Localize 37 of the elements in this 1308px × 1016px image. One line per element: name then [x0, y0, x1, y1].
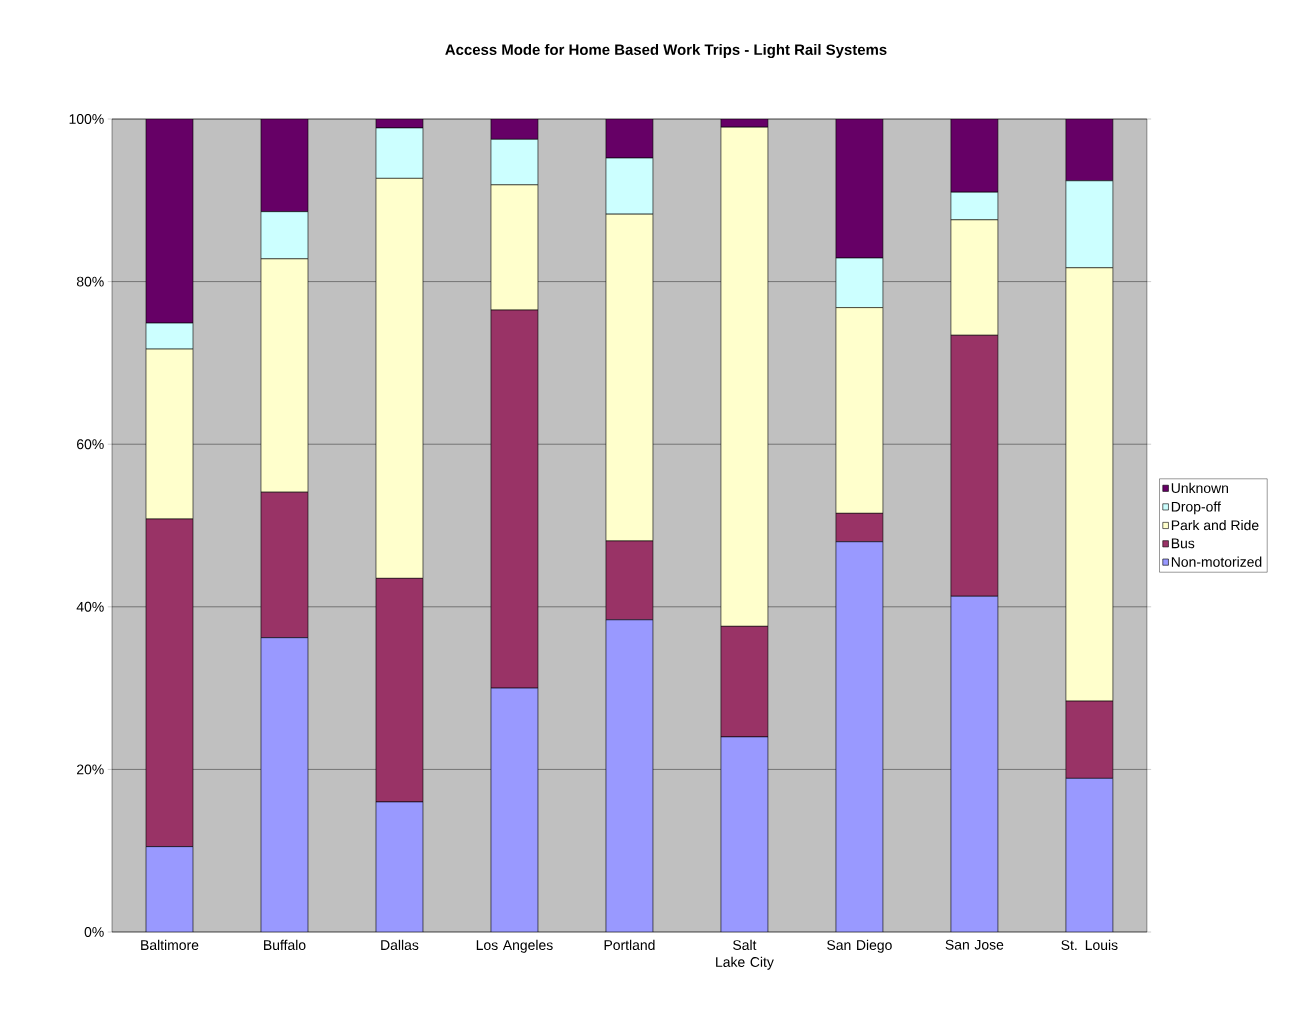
x-tick-label: St. Louis	[1061, 939, 1118, 951]
y-tick-label: 100%	[69, 114, 104, 124]
x-tick-label: Buffalo	[264, 939, 306, 951]
x-tick-label: San Jose	[945, 939, 1004, 950]
y-tick-label: 20%	[77, 764, 104, 775]
bar	[145, 119, 194, 324]
legend-label: Drop-off	[1171, 501, 1221, 515]
bar	[835, 119, 884, 259]
x-tick-label: Baltimore	[141, 939, 199, 951]
bar	[605, 119, 654, 159]
legend-label: Park and Ride	[1171, 519, 1259, 531]
bar	[835, 541, 884, 933]
x-tick-label: Los Angeles	[476, 939, 553, 953]
y-tick-label: 40%	[76, 601, 104, 612]
bar	[1065, 119, 1114, 182]
bar	[950, 119, 999, 193]
bar	[950, 595, 999, 933]
chart-title: Access Mode for Home Based Work Trips - Light Rail Systems	[445, 44, 887, 58]
bar	[145, 846, 194, 933]
y-tick-label: 60%	[77, 439, 104, 450]
legend-label: Non-motorized	[1171, 556, 1262, 567]
x-tick-label: Dallas	[381, 939, 419, 951]
bar	[375, 801, 424, 933]
bar	[1065, 778, 1114, 933]
y-tick-label: 0%	[84, 927, 104, 937]
bar	[720, 736, 769, 933]
bar	[260, 637, 309, 933]
y-tick-label: 80%	[76, 276, 104, 287]
bar	[490, 687, 539, 933]
bar	[260, 119, 309, 212]
legend-label: Bus	[1171, 538, 1195, 549]
legend-label: Unknown	[1171, 482, 1228, 494]
x-tick-label: Salt Lake City	[716, 939, 774, 970]
bar	[605, 619, 654, 933]
x-tick-label: Portland	[604, 939, 655, 951]
x-tick-label: San Diego	[827, 939, 892, 953]
bar	[490, 119, 539, 140]
